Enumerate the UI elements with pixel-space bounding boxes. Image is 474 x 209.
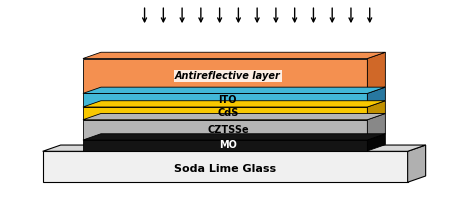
Text: MO: MO	[219, 140, 237, 150]
Bar	[43, 151, 408, 182]
Text: ITO: ITO	[219, 95, 237, 105]
Polygon shape	[367, 134, 385, 151]
Polygon shape	[367, 101, 385, 120]
Polygon shape	[83, 52, 385, 59]
Polygon shape	[367, 113, 385, 140]
Polygon shape	[43, 145, 426, 151]
Polygon shape	[367, 52, 385, 93]
Bar	[83, 107, 367, 120]
Text: CdS: CdS	[217, 108, 238, 118]
Bar	[83, 59, 367, 93]
Polygon shape	[83, 113, 385, 120]
Bar	[83, 93, 367, 107]
Text: CZTSSe: CZTSSe	[207, 125, 249, 135]
Bar	[83, 120, 367, 140]
Bar	[83, 140, 367, 151]
Polygon shape	[83, 134, 385, 140]
Text: Antireflective layer: Antireflective layer	[175, 71, 281, 81]
Polygon shape	[408, 145, 426, 182]
Polygon shape	[83, 87, 385, 93]
Polygon shape	[367, 87, 385, 107]
Text: Soda Lime Glass: Soda Lime Glass	[174, 164, 276, 174]
Polygon shape	[83, 101, 385, 107]
